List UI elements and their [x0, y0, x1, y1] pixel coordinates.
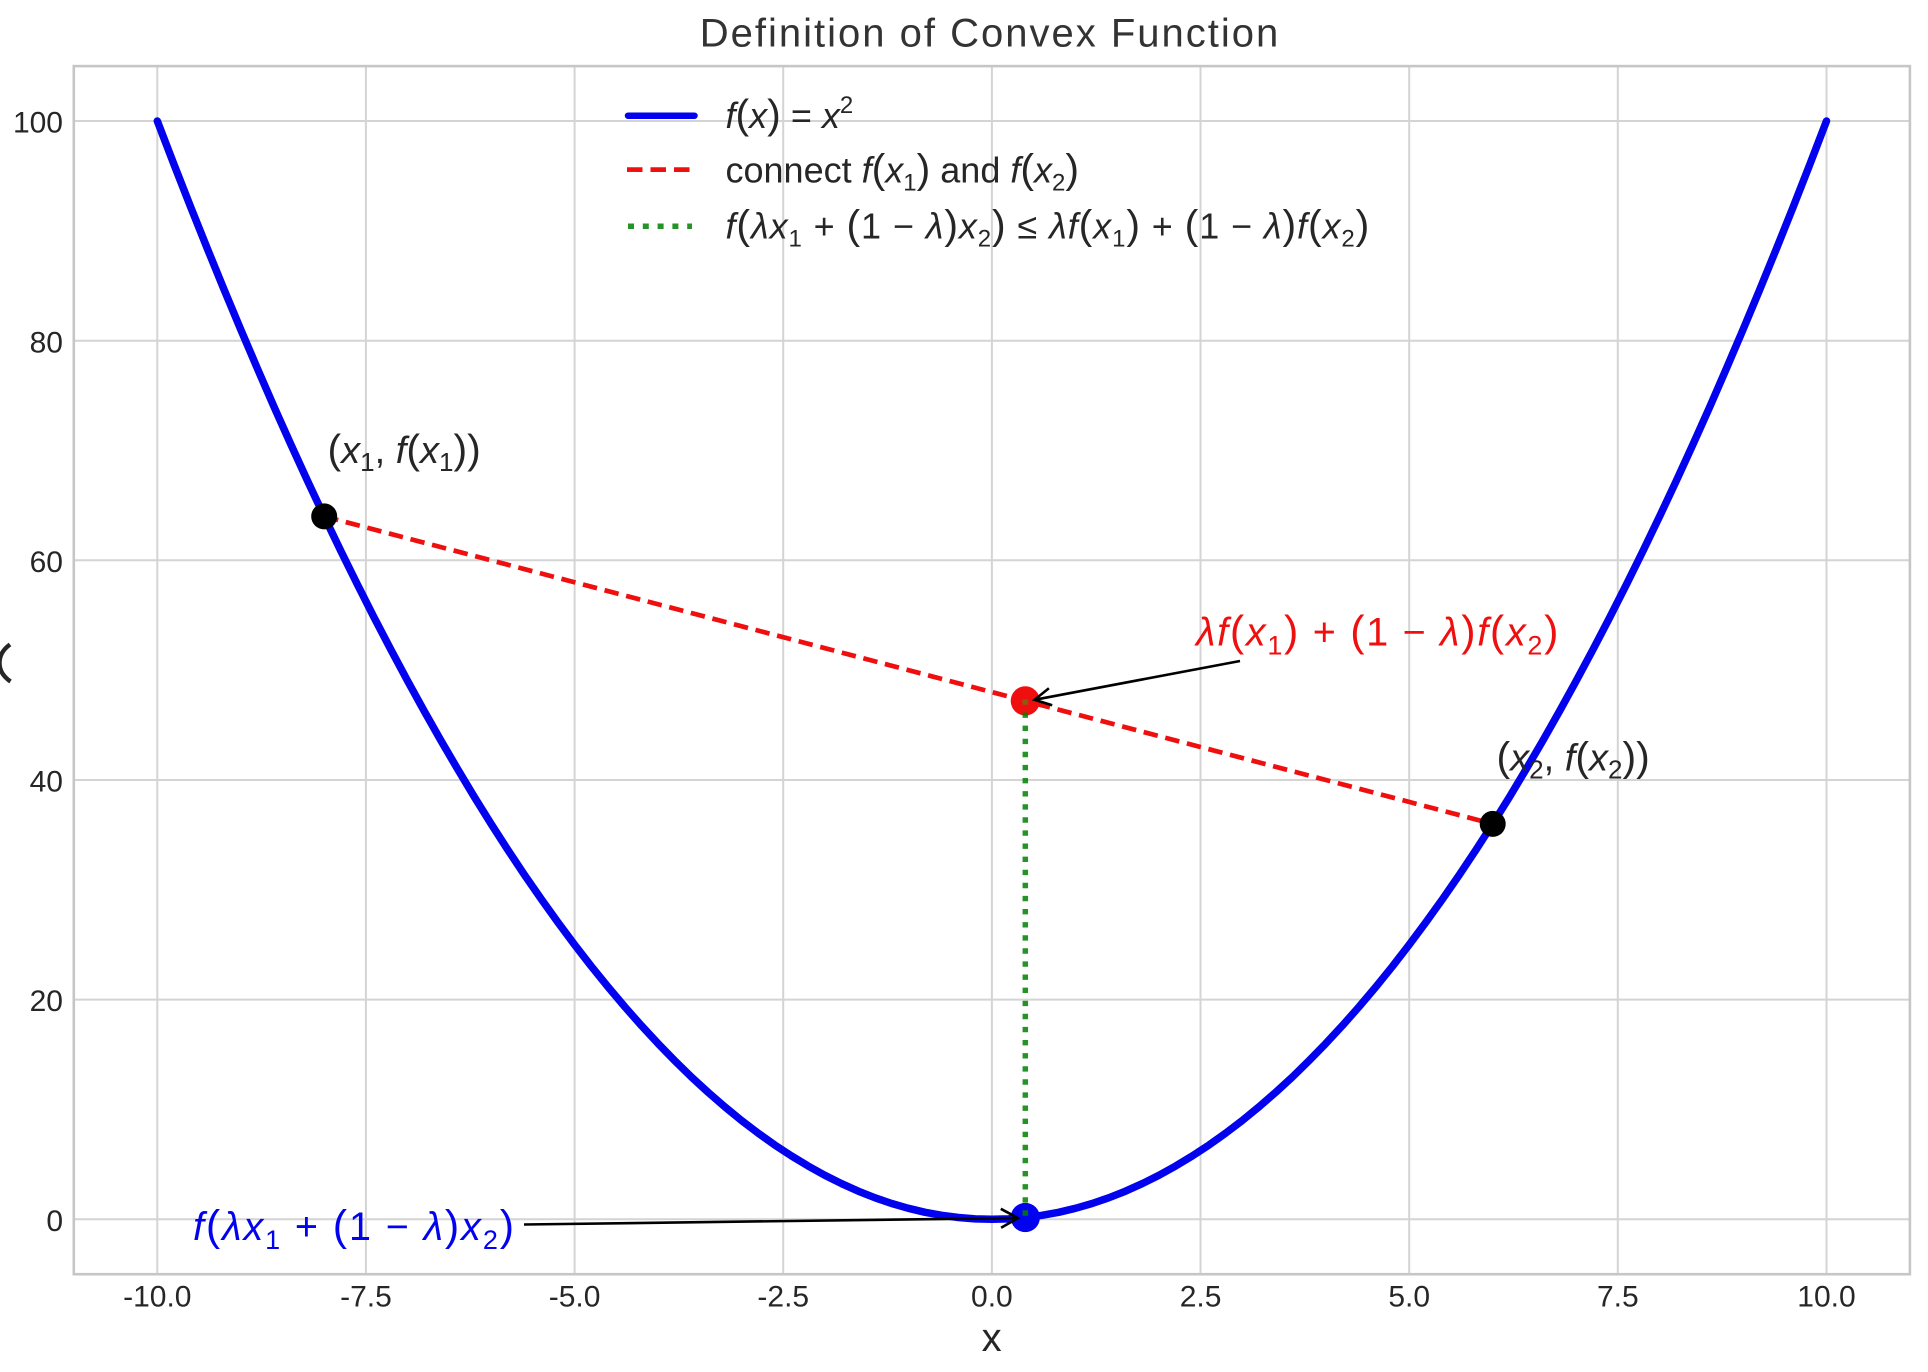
svg-text:λf(x1​) + (1 − λ)f(x2​): λf(x1​) + (1 − λ)f(x2​)	[1194, 608, 1560, 661]
svg-text:40: 40	[30, 766, 63, 799]
svg-text:0: 0	[46, 1205, 63, 1238]
svg-text:x: x	[982, 1316, 1002, 1360]
svg-text:Definition of Convex Function: Definition of Convex Function	[700, 12, 1281, 56]
svg-text:-7.5: -7.5	[340, 1281, 392, 1314]
svg-text:2.5: 2.5	[1180, 1281, 1222, 1314]
svg-text:(x1​, f(x1​)): (x1​, f(x1​))	[328, 426, 481, 477]
svg-text:(x2​, f(x2​)): (x2​, f(x2​))	[1497, 734, 1650, 785]
svg-text:-2.5: -2.5	[757, 1281, 809, 1314]
svg-text:80: 80	[30, 326, 63, 359]
svg-text:60: 60	[30, 546, 63, 579]
svg-text:f(λx1​ + (1 − λ)x2​): f(λx1​ + (1 − λ)x2​)	[193, 1202, 516, 1255]
svg-text:-5.0: -5.0	[549, 1281, 601, 1314]
svg-text:5.0: 5.0	[1388, 1281, 1430, 1314]
svg-text:100: 100	[13, 107, 63, 140]
svg-text:20: 20	[30, 985, 63, 1018]
svg-text:connect f(x1​) and f(x2​): connect f(x1​) and f(x2​)	[726, 146, 1080, 197]
svg-text:0.0: 0.0	[971, 1281, 1013, 1314]
svg-text:7.5: 7.5	[1597, 1281, 1639, 1314]
svg-text:10.0: 10.0	[1797, 1281, 1855, 1314]
svg-text:-10.0: -10.0	[123, 1281, 191, 1314]
svg-text:f(x) = x2​: f(x) = x2​	[726, 91, 854, 137]
svg-text:f(λx1​ + (1 − λ)x2​) ≤ λf(x1​): f(λx1​ + (1 − λ)x2​) ≤ λf(x1​) + (1 − λ)…	[726, 202, 1371, 253]
